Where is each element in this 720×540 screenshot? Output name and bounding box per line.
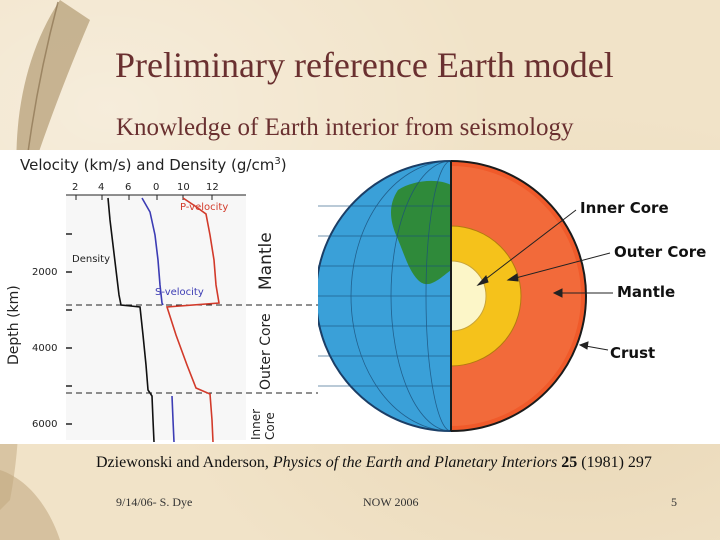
- outer-core-label: Outer Core: [614, 243, 706, 261]
- p-velocity-label: P-velocity: [180, 202, 228, 213]
- prem-top-ticks: 2 4 6 0 10 12: [72, 182, 219, 193]
- prem-header-close: ): [281, 156, 287, 174]
- prem-profile-svg: Velocity (km/s) and Density (g/cm3) 2 4 …: [6, 156, 318, 443]
- prem-top-tick: 4: [98, 182, 104, 193]
- prem-depth-tick: 4000: [32, 343, 57, 354]
- outer-core-pointer: [507, 252, 611, 281]
- mantle-arrow: [552, 288, 563, 298]
- prem-top-tick: 10: [177, 182, 190, 193]
- prem-plot-area: [66, 195, 246, 440]
- citation-journal: Physics of the Earth and Planetary Inter…: [272, 454, 558, 471]
- mantle-label: Mantle: [617, 283, 675, 301]
- prem-depth-tick-marks: [66, 233, 72, 425]
- prem-depth-ticks: 2000 4000 6000: [32, 267, 57, 430]
- p-velocity-curve: [165, 197, 220, 443]
- mantle-layer-label: Mantle: [256, 232, 276, 290]
- globe-surface: [318, 160, 451, 432]
- density-label: Density: [72, 254, 110, 265]
- slide-subtitle: Knowledge of Earth interior from seismol…: [116, 114, 574, 141]
- outer-core-arrow: [506, 273, 519, 282]
- prem-y-axis-label: Depth (km): [6, 285, 22, 365]
- prem-depth-tick: 2000: [32, 267, 57, 278]
- layer-pointers: [476, 209, 613, 351]
- density-curve: [107, 197, 155, 443]
- slide-title: Preliminary reference Earth model: [115, 45, 614, 85]
- s-velocity-curve: [141, 197, 175, 443]
- inner-core-layer-label-1: Inner: [249, 409, 263, 440]
- inner-core-arrow: [476, 275, 489, 286]
- prem-header-sup: 3: [274, 156, 280, 167]
- crust-label: Crust: [610, 344, 655, 362]
- footer-date-author: 9/14/06- S. Dye: [116, 495, 193, 509]
- citation-authors: Dziewonski and Anderson,: [96, 454, 269, 471]
- prem-top-tick: 0: [153, 182, 159, 193]
- earth-cutaway-svg: Inner Core Outer Core Mantle Crust: [318, 160, 706, 432]
- prem-top-tick: 6: [125, 182, 131, 193]
- s-velocity-label: S-velocity: [155, 287, 204, 298]
- prem-header-text: Velocity (km/s) and Density (g/cm: [20, 156, 274, 174]
- prem-header: Velocity (km/s) and Density (g/cm3): [20, 156, 287, 174]
- prem-depth-tick: 6000: [32, 419, 57, 430]
- citation: Dziewonski and Anderson, Physics of the …: [96, 454, 652, 472]
- prem-profile-figure: Velocity (km/s) and Density (g/cm3) 2 4 …: [0, 150, 318, 444]
- footer-event: NOW 2006: [363, 495, 419, 509]
- prem-top-tick: 2: [72, 182, 78, 193]
- earth-cutaway-figure: Inner Core Outer Core Mantle Crust: [318, 150, 720, 444]
- prem-top-tick-marks: [75, 195, 213, 200]
- inner-core-layer-label-2: Core: [263, 412, 277, 440]
- citation-volume: 25: [561, 454, 578, 471]
- inner-core-layer: [451, 260, 487, 332]
- prem-top-tick: 12: [206, 182, 219, 193]
- outer-core-layer-label: Outer Core: [258, 313, 274, 390]
- footer-page-number: 5: [671, 495, 677, 509]
- crust-arrow: [578, 341, 589, 350]
- inner-core-pointer: [477, 209, 577, 286]
- citation-year-pages: (1981) 297: [581, 454, 652, 471]
- globe-grid: [318, 160, 451, 432]
- inner-core-label: Inner Core: [580, 199, 669, 217]
